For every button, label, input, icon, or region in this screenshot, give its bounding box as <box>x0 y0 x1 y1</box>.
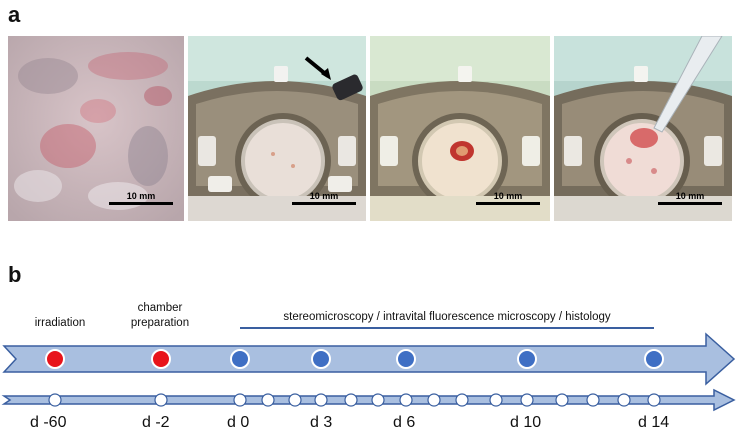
day-label: d 10 <box>510 414 542 431</box>
day-marker-d-60 <box>45 349 65 369</box>
scale-bar-label: 10 mm <box>675 191 705 201</box>
scale-bar: 10 mm <box>476 191 540 205</box>
day-label: d 3 <box>310 414 333 431</box>
day-marker-d6 <box>396 349 416 369</box>
day-label: d -2 <box>142 414 170 431</box>
scale-bar: 10 mm <box>292 191 356 205</box>
timeline-tick-dot <box>427 393 441 407</box>
scale-bar-label: 10 mm <box>126 191 156 201</box>
scale-bar-label: 10 mm <box>309 191 339 201</box>
day-marker-d3 <box>311 349 331 369</box>
timeline-tick-dot <box>586 393 600 407</box>
timeline-tick-dot <box>489 393 503 407</box>
timeline-tick-dot <box>647 393 661 407</box>
panel-letter-a: a <box>8 2 21 27</box>
timeline-arrow-upper <box>2 332 736 386</box>
day-marker-d10 <box>517 349 537 369</box>
photo-chamber-preparation: 10 mm <box>188 36 366 221</box>
timeline-arrow-lower <box>1 388 736 412</box>
scale-bar: 10 mm <box>109 191 173 205</box>
day-label: d 0 <box>227 414 250 431</box>
scale-bar-label: 10 mm <box>493 191 523 201</box>
day-marker-d0 <box>230 349 250 369</box>
timeline-tick-dot <box>288 393 302 407</box>
photo-irradiated-skin: 10 mm <box>8 36 184 221</box>
label-irradiation: irradiation <box>34 317 86 329</box>
day-label: d 6 <box>393 414 416 431</box>
timeline-tick-dot <box>455 393 469 407</box>
timeline-tick-dot <box>520 393 534 407</box>
timeline-tick-dot <box>555 393 569 407</box>
label-methods: stereomicroscopy / intravital fluorescen… <box>283 311 611 323</box>
day-marker-d14 <box>644 349 664 369</box>
timeline-tick-dot <box>314 393 328 407</box>
photo-chamber-pipette: 10 mm <box>554 36 732 221</box>
timeline-tick-dot <box>399 393 413 407</box>
timeline-tick-dot <box>344 393 358 407</box>
timeline-tick-dot <box>154 393 168 407</box>
scale-bar: 10 mm <box>658 191 722 205</box>
timeline-tick-dot <box>261 393 275 407</box>
panel-letter-b: b <box>8 262 22 287</box>
day-label: d 14 <box>638 414 670 431</box>
photo-chamber-day0: 10 mm <box>370 36 550 221</box>
label-chamber-preparation: chamber preparation <box>130 302 190 329</box>
day-label: d -60 <box>30 414 67 431</box>
day-marker-d-2 <box>151 349 171 369</box>
timeline-tick-dot <box>48 393 62 407</box>
timeline-tick-dot <box>617 393 631 407</box>
timeline-tick-dot <box>233 393 247 407</box>
timeline-tick-dot <box>371 393 385 407</box>
